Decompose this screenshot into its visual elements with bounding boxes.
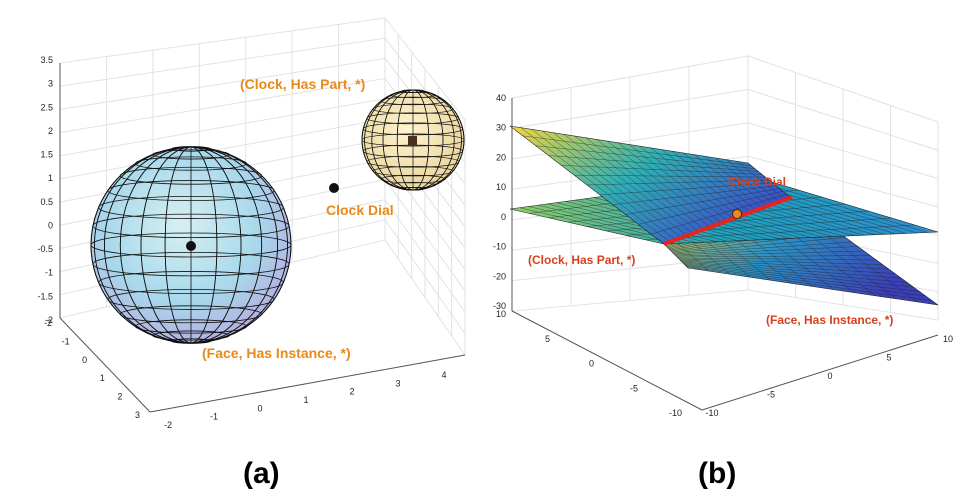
panel-a-y-tick-label: 0 xyxy=(82,355,87,365)
panel-a-y-tick-label: 3 xyxy=(135,410,140,420)
panel-a-z-tick-label: -0.5 xyxy=(37,244,53,254)
panel-a-z-tick-label: 3 xyxy=(48,79,53,89)
panel-a-x-tick-label: 2 xyxy=(349,387,354,397)
panel-b-z-tick-label: -20 xyxy=(493,271,506,281)
panel-a-z-tick-label: 3.5 xyxy=(40,55,53,65)
panel-b-z-tick-label: 30 xyxy=(496,123,506,133)
panel-b-x-tick-label: 5 xyxy=(886,353,891,363)
panel-b-y-ticks: 10 5 0 -5 -10 xyxy=(496,309,682,418)
panel-b-x-tick-label: -10 xyxy=(705,408,718,418)
annotation-clock-has-part: (Clock, Has Part, *) xyxy=(528,253,635,267)
panel-a-z-tick-label: 0.5 xyxy=(40,197,53,207)
panel-a-3d-plot: 3.5 3 2.5 2 1.5 1 0.5 0 -0.5 -1 -1.5 -2 -2 -1 0 1 2 3 -2… xyxy=(37,16,466,430)
caption-a: (a) xyxy=(243,457,280,490)
panel-a-y-tick-label: 2 xyxy=(117,392,122,402)
panel-b-z-tick-label: 0 xyxy=(501,212,506,222)
panel-b-z-tick-label: 20 xyxy=(496,152,506,162)
panel-b-y-tick-label: 5 xyxy=(545,334,550,344)
panel-b-x-tick-label: 10 xyxy=(943,334,953,344)
panel-b-z-tick-label: -30 xyxy=(493,301,506,311)
panel-a-x-ticks: -2 -1 0 1 2 3 4 xyxy=(164,370,447,430)
panel-a-z-tick-label: -1 xyxy=(45,268,53,278)
panel-a-z-tick-label: 1 xyxy=(48,173,53,183)
panel-b-x-tick-label: 0 xyxy=(827,371,832,381)
panel-a-z-tick-label: 2 xyxy=(48,126,53,136)
panel-b-x-tick-label: -5 xyxy=(767,390,775,400)
clock-sphere xyxy=(361,89,465,191)
annotation-clock-dial: Clock Dial xyxy=(728,175,786,189)
face-center-point xyxy=(186,241,196,251)
panel-b-3d-plot: 40 30 20 10 0 -10 -20 -30 10 5 0 -5 -10 -10 -5 0 5 10 C… xyxy=(493,55,953,418)
intersection-line xyxy=(663,195,793,246)
panel-b-z-tick-label: 10 xyxy=(496,182,506,192)
panel-a-y-ticks: -2 -1 0 1 2 3 xyxy=(44,318,140,420)
face-sphere xyxy=(90,146,292,344)
annotation-clock-has-part: (Clock, Has Part, *) xyxy=(240,76,365,92)
panel-a-x-tick-label: -2 xyxy=(164,420,172,430)
panel-a-y-tick-label: 1 xyxy=(100,373,105,383)
panel-b-y-tick-label: 0 xyxy=(589,359,594,369)
panel-a-y-tick-label: -1 xyxy=(62,336,70,346)
panel-a-y-tick-label: -2 xyxy=(44,318,52,328)
annotation-clock-dial: Clock Dial xyxy=(326,202,394,218)
panel-a-x-tick-label: 0 xyxy=(257,403,262,413)
panel-b-axes xyxy=(511,98,939,411)
clock-center-point xyxy=(408,136,417,145)
annotation-face-has-instance: (Face, Has Instance, *) xyxy=(766,313,893,327)
panel-a-x-tick-label: 1 xyxy=(303,395,308,405)
panel-a-z-tick-label: -2 xyxy=(45,315,53,325)
panel-b-y-tick-label: -10 xyxy=(669,408,682,418)
caption-b: (b) xyxy=(698,457,736,490)
panel-a-x-tick-label: -1 xyxy=(210,412,218,422)
panel-a-z-tick-label: 1.5 xyxy=(40,150,53,160)
panel-a-z-tick-label: 2.5 xyxy=(40,102,53,112)
has-instance-plane-upper xyxy=(509,125,791,245)
panel-b-z-ticks: 40 30 20 10 0 -10 -20 -30 xyxy=(493,93,506,311)
panel-a-axes xyxy=(59,63,466,413)
annotation-face-has-instance: (Face, Has Instance, *) xyxy=(202,345,351,361)
panel-b-z-tick-label: 40 xyxy=(496,93,506,103)
panel-b-y-tick-label: -5 xyxy=(630,383,638,393)
panel-a-x-tick-label: 3 xyxy=(395,378,400,388)
panel-a-z-tick-label: -1.5 xyxy=(37,291,53,301)
panel-a-z-tick-label: 0 xyxy=(48,220,53,230)
panel-b-z-tick-label: -10 xyxy=(493,242,506,252)
clock-dial-point xyxy=(732,209,742,219)
clock-dial-point xyxy=(329,183,339,193)
panel-b-x-ticks: -10 -5 0 5 10 xyxy=(705,334,953,418)
panel-a-z-ticks: 3.5 3 2.5 2 1.5 1 0.5 0 -0.5 -1 -1.5 -2 xyxy=(37,55,53,325)
panel-b-y-tick-label: 10 xyxy=(496,309,506,319)
panel-a-x-tick-label: 4 xyxy=(441,370,446,380)
